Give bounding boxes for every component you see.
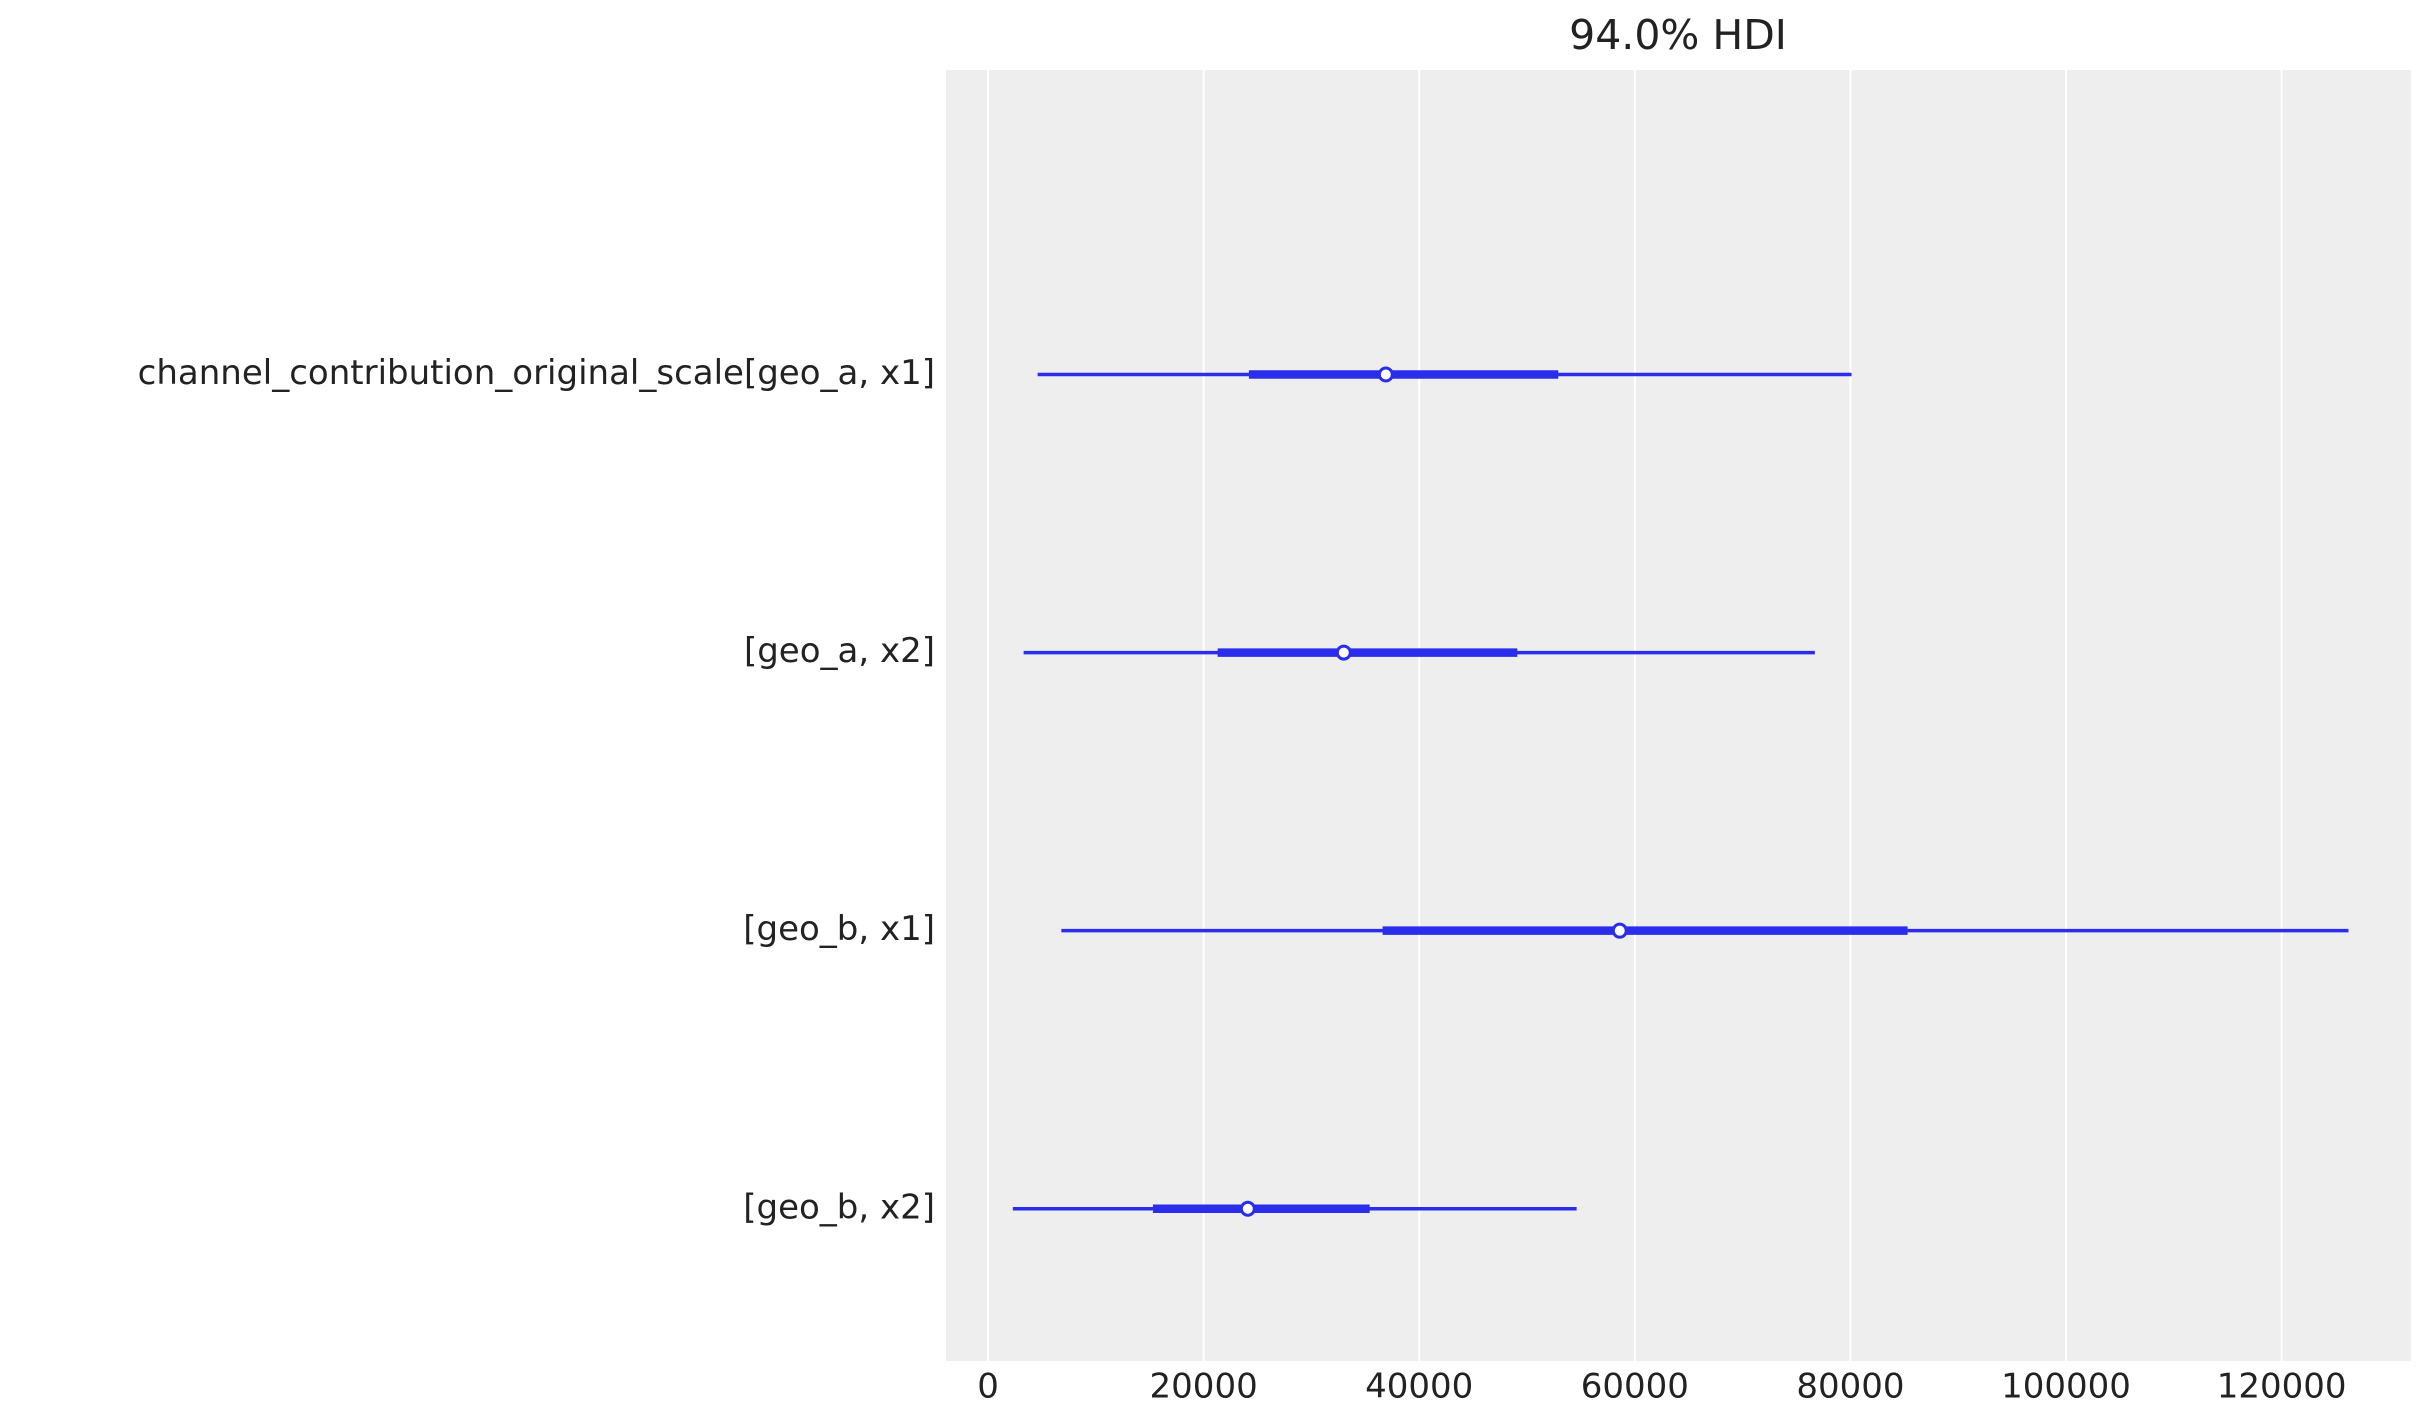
chart-title: 94.0% HDI	[1569, 11, 1787, 59]
median-point	[1377, 366, 1394, 383]
x-tick-label: 60000	[1581, 1367, 1689, 1407]
x-tick-label: 20000	[1150, 1367, 1258, 1407]
y-tick-label: [geo_b, x2]	[743, 1187, 935, 1227]
x-tick-label: 40000	[1365, 1367, 1473, 1407]
median-point	[1335, 644, 1352, 661]
x-tick-label: 120000	[2217, 1367, 2347, 1407]
x-tick-label: 80000	[1796, 1367, 1904, 1407]
y-tick-label: channel_contribution_original_scale[geo_…	[138, 353, 935, 393]
median-point	[1611, 922, 1628, 939]
x-tick-label: 100000	[2001, 1367, 2131, 1407]
plot-area	[946, 70, 2411, 1361]
x-tick-label: 0	[977, 1367, 999, 1407]
y-tick-label: [geo_b, x1]	[743, 909, 935, 949]
median-point	[1239, 1200, 1256, 1217]
y-tick-label: [geo_a, x2]	[744, 631, 935, 671]
